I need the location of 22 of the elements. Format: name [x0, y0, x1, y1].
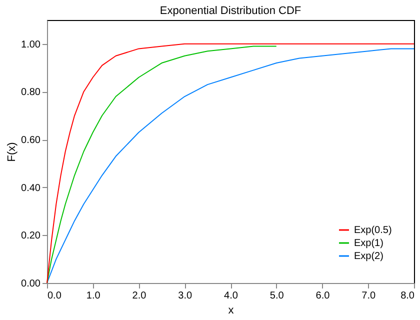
x-tick-label: 5.0 [270, 290, 284, 302]
y-tick-label: 0.60 [21, 135, 41, 146]
x-tick-label: 7.0 [362, 290, 376, 302]
line-series [46, 46, 277, 284]
x-axis-title: x [228, 304, 234, 316]
x-tick-label: 4.0 [224, 290, 238, 302]
y-tick-label: 0.80 [21, 87, 41, 98]
x-tick-label: 1.0 [86, 290, 101, 302]
x-tick-label: 8.0 [400, 290, 415, 302]
x-tick-label: 2.0 [132, 290, 147, 302]
x-tick-label: 3.0 [178, 290, 193, 302]
x-tick-label: 6.0 [316, 290, 330, 302]
legend-label: Exp(1) [354, 238, 384, 249]
chart-title: Exponential Distribution CDF [160, 5, 302, 17]
y-tick-label: 0.20 [21, 230, 41, 242]
legend-label: Exp(0.5) [354, 225, 392, 236]
y-tick-label: 0.00 [21, 278, 41, 290]
x-tick-label: 0.0 [48, 290, 62, 302]
y-tick-label: 1.00 [21, 39, 41, 50]
y-axis-title: F(x) [6, 142, 18, 162]
legend-label: Exp(2) [354, 251, 384, 262]
y-tick-label: 0.40 [21, 182, 41, 194]
